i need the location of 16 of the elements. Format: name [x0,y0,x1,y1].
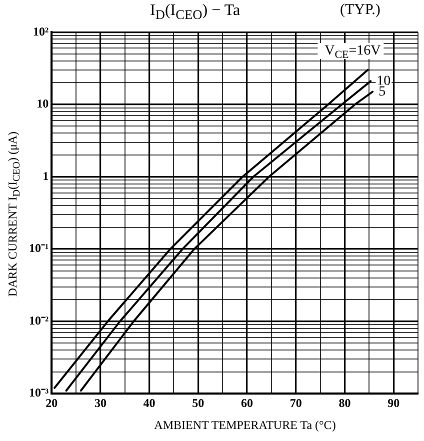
x-tick-label: 50 [192,396,204,410]
x-axis-title: AMBIENT TEMPERATURE Ta (°C) [154,418,336,433]
y-tick-label: 1 [42,168,49,183]
chart-subtitle: (TYP.) [340,2,380,19]
x-tick-label: 30 [94,396,106,410]
x-tick-label: 80 [338,396,351,410]
x-tick-label: 40 [143,396,156,410]
series-label: 5 [378,84,386,100]
x-tick-label: 70 [290,396,302,410]
y-tick-label: 10⁻² [28,313,49,328]
y-tick-label: 10 [36,96,49,111]
y-tick-label: 10⁻¹ [28,241,49,256]
y-tick-label: 10² [32,24,49,38]
x-tick-label: 90 [388,396,400,410]
x-tick-label: 60 [241,396,254,410]
chart-title: I$_{D}$(I$_{CEO}$) − Ta [150,2,240,24]
